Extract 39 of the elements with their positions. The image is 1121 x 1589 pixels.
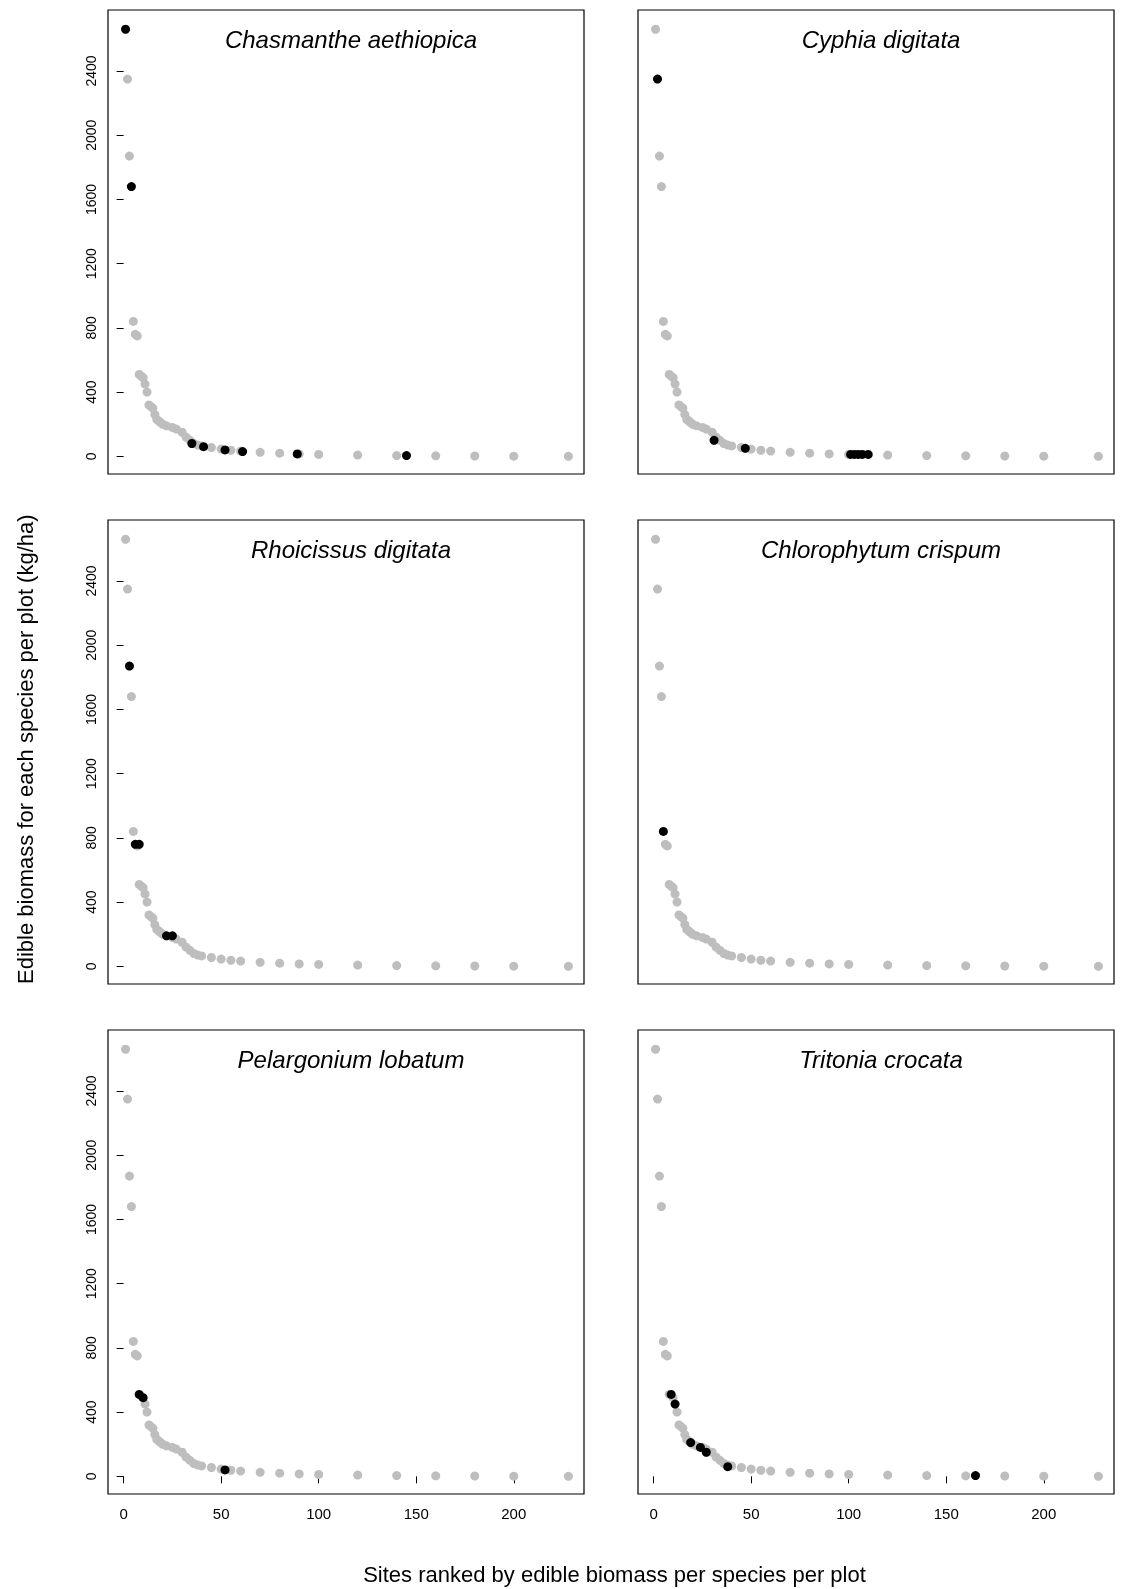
- y-tick-label: 1600: [83, 183, 99, 216]
- y-tick-label: 400: [83, 1400, 99, 1424]
- y-tick-label: 1600: [83, 693, 99, 726]
- x-axis-title: Sites ranked by edible biomass per species per plot: [362, 1562, 867, 1588]
- y-axis-title: Edible biomass for each species per plot (kg/ha): [12, 514, 39, 984]
- text: Pelargonium lobatum: [237, 1045, 465, 1073]
- y-tick-label: 800: [83, 316, 99, 340]
- y-tick-label: 1600: [83, 1203, 99, 1236]
- text: Rhoicissus digitata: [250, 535, 452, 563]
- y-tick-label: 400: [83, 890, 99, 914]
- x-tick-label: 150: [933, 1505, 959, 1522]
- y-tick-label: 0: [83, 452, 99, 461]
- x-tick-label: 0: [649, 1505, 658, 1522]
- y-tick-label: 2400: [83, 1075, 99, 1107]
- y-tick-label: 2000: [83, 119, 99, 151]
- x-tick-label: 100: [836, 1505, 862, 1522]
- x-tick-label: 0: [119, 1505, 128, 1522]
- y-tick-label: 1200: [83, 1267, 99, 1300]
- y-tick-label: 800: [83, 1336, 99, 1360]
- x-tick-label: 200: [1031, 1505, 1057, 1522]
- x-tick-label: 50: [742, 1505, 760, 1522]
- text: Cyphia digitata: [801, 25, 961, 53]
- y-tick-label: 0: [83, 962, 99, 971]
- y-tick-label: 1200: [83, 757, 99, 790]
- text: Chasmanthe aethiopica: [224, 25, 478, 53]
- x-tick-label: 50: [212, 1505, 230, 1522]
- x-tick-label: 100: [306, 1505, 332, 1522]
- y-tick-label: 400: [83, 380, 99, 404]
- y-tick-label: 2400: [83, 565, 99, 597]
- y-tick-label: 2000: [83, 1139, 99, 1171]
- x-tick-label: 200: [501, 1505, 527, 1522]
- y-tick-label: 2400: [83, 55, 99, 87]
- text: Chlorophytum crispum: [760, 535, 1002, 563]
- text: Tritonia crocata: [799, 1045, 963, 1073]
- y-tick-label: 800: [83, 826, 99, 850]
- y-tick-label: 1200: [83, 247, 99, 280]
- y-tick-label: 0: [83, 1472, 99, 1481]
- x-tick-label: 150: [403, 1505, 429, 1522]
- y-tick-label: 2000: [83, 629, 99, 661]
